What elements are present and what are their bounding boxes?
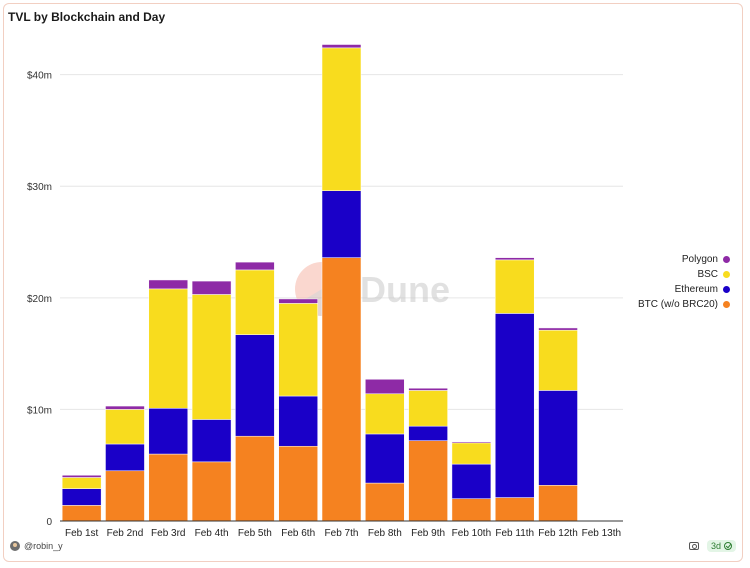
x-tick-label: Feb 4th bbox=[195, 528, 229, 539]
bar-segment[interactable] bbox=[278, 298, 318, 304]
y-tick-label: $40m bbox=[27, 71, 52, 82]
freshness-label: 3d bbox=[710, 541, 721, 551]
x-tick-label: Feb 2nd bbox=[107, 528, 144, 539]
bar-segment[interactable] bbox=[538, 390, 578, 486]
bar-segment[interactable] bbox=[105, 409, 145, 445]
bar-segment[interactable] bbox=[278, 395, 318, 447]
legend-label: BSC bbox=[697, 269, 718, 280]
bar-segment[interactable] bbox=[538, 327, 578, 331]
bar-segment[interactable] bbox=[191, 419, 232, 463]
bar-segment[interactable] bbox=[61, 488, 102, 506]
bar-segment[interactable] bbox=[148, 288, 189, 409]
bar-segment[interactable] bbox=[191, 461, 232, 522]
bar-segment[interactable] bbox=[235, 261, 275, 271]
x-axis-ticks: Feb 1st Feb 2nd Feb 3rd Feb 4th Feb 5th Feb 6… bbox=[65, 528, 621, 539]
bar-segment[interactable] bbox=[494, 497, 535, 522]
bar-segment[interactable] bbox=[494, 257, 535, 261]
y-tick-label: 0 bbox=[46, 517, 52, 528]
bar-segment[interactable] bbox=[365, 379, 405, 395]
x-tick-label: Feb 3rd bbox=[151, 528, 185, 539]
bar-segment[interactable] bbox=[321, 257, 362, 522]
footer-controls: 3d bbox=[688, 540, 736, 552]
legend-dot-icon bbox=[723, 286, 730, 293]
bar-segment[interactable] bbox=[278, 445, 318, 522]
legend-label: Ethereum bbox=[674, 284, 718, 295]
bar-segment[interactable] bbox=[494, 259, 535, 314]
bar-segment[interactable] bbox=[408, 390, 448, 427]
bar-segment[interactable] bbox=[451, 498, 492, 522]
legend-dot-icon bbox=[723, 301, 730, 308]
x-tick-label: Feb 7th bbox=[325, 528, 359, 539]
y-tick-label: $30m bbox=[27, 182, 52, 193]
x-tick-label: Feb 13th bbox=[582, 528, 621, 539]
bar-segment[interactable] bbox=[235, 334, 275, 437]
bar-segment[interactable] bbox=[538, 485, 578, 522]
author-attribution[interactable]: @robin_y bbox=[10, 541, 63, 551]
check-circle-icon bbox=[724, 542, 732, 550]
y-tick-label: $20m bbox=[27, 294, 52, 305]
bar-segment[interactable] bbox=[321, 190, 362, 258]
bar-segment[interactable] bbox=[451, 441, 492, 444]
bar-segment[interactable] bbox=[278, 303, 318, 397]
bar-segment[interactable] bbox=[191, 294, 232, 420]
legend-item[interactable]: BTC (w/o BRC20) bbox=[638, 297, 730, 312]
bar-segment[interactable] bbox=[191, 280, 232, 295]
bar-segment[interactable] bbox=[494, 313, 535, 498]
bar-segment[interactable] bbox=[538, 329, 578, 391]
camera-icon[interactable] bbox=[688, 542, 699, 550]
x-tick-label: Feb 8th bbox=[368, 528, 402, 539]
legend-dot-icon bbox=[723, 256, 730, 263]
bar-segment[interactable] bbox=[408, 440, 448, 522]
bar-segment[interactable] bbox=[105, 470, 145, 522]
bar-segment[interactable] bbox=[408, 425, 448, 441]
bar-segment[interactable] bbox=[451, 442, 492, 465]
x-tick-label: Feb 10th bbox=[452, 528, 491, 539]
bar-segment[interactable] bbox=[235, 269, 275, 335]
bar-segment[interactable] bbox=[105, 443, 145, 472]
author-handle: @robin_y bbox=[24, 541, 63, 551]
bar-segment[interactable] bbox=[61, 474, 102, 478]
x-tick-label: Feb 9th bbox=[411, 528, 445, 539]
bar-segment[interactable] bbox=[235, 435, 275, 522]
bar-segment[interactable] bbox=[61, 505, 102, 522]
bar-segment[interactable] bbox=[321, 47, 362, 191]
bar-segment[interactable] bbox=[148, 453, 189, 522]
watermark-text: Dune bbox=[360, 269, 450, 310]
bar-segment[interactable] bbox=[321, 44, 362, 49]
bar-segment[interactable] bbox=[451, 463, 492, 499]
x-tick-label: Feb 5th bbox=[238, 528, 272, 539]
bar-segment[interactable] bbox=[408, 387, 448, 391]
bar-segment[interactable] bbox=[148, 279, 189, 290]
legend-item[interactable]: Polygon bbox=[638, 252, 730, 267]
y-axis-ticks: 0 $10m $20m $30m $40m bbox=[27, 71, 52, 528]
x-tick-label: Feb 6th bbox=[281, 528, 315, 539]
avatar-icon bbox=[10, 541, 20, 551]
legend-item[interactable]: Ethereum bbox=[638, 282, 730, 297]
x-tick-label: Feb 1st bbox=[65, 528, 99, 539]
bars bbox=[61, 44, 578, 522]
legend-label: BTC (w/o BRC20) bbox=[637, 299, 718, 310]
freshness-badge[interactable]: 3d bbox=[706, 540, 736, 552]
legend: Polygon BSC Ethereum BTC (w/o BRC20) bbox=[638, 252, 730, 312]
legend-dot-icon bbox=[723, 271, 730, 278]
bar-segment[interactable] bbox=[148, 408, 189, 455]
chart-title: TVL by Blockchain and Day bbox=[8, 10, 166, 24]
x-tick-label: Feb 11th bbox=[495, 528, 534, 539]
bar-segment[interactable] bbox=[105, 405, 145, 410]
bar-segment[interactable] bbox=[365, 433, 405, 484]
legend-label: Polygon bbox=[681, 254, 718, 265]
dune-watermark: Dune bbox=[295, 262, 450, 316]
legend-item[interactable]: BSC bbox=[638, 267, 730, 282]
x-tick-label: Feb 12th bbox=[538, 528, 577, 539]
bar-segment[interactable] bbox=[61, 477, 102, 489]
y-tick-label: $10m bbox=[27, 405, 52, 416]
bar-segment[interactable] bbox=[365, 482, 405, 522]
bar-segment[interactable] bbox=[365, 393, 405, 435]
